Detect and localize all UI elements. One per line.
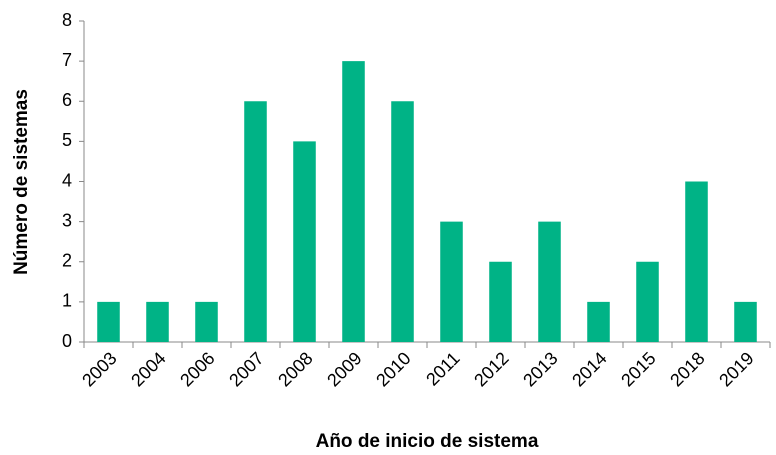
bar <box>97 301 120 342</box>
y-tick-label: 6 <box>62 90 72 110</box>
bar <box>440 221 463 342</box>
x-tick-label: 2004 <box>127 348 169 390</box>
x-tick-label: 2018 <box>666 348 708 390</box>
bar <box>489 261 512 342</box>
bar <box>195 301 218 342</box>
x-tick-label: 2019 <box>715 348 757 390</box>
x-tick-label: 2009 <box>323 348 365 390</box>
bar <box>146 301 169 342</box>
y-axis-title: Número de sistemas <box>11 89 32 275</box>
y-tick-label: 8 <box>62 10 72 30</box>
x-tick-label: 2003 <box>78 348 120 390</box>
x-tick-label: 2014 <box>568 348 610 390</box>
y-tick-label: 1 <box>62 291 72 311</box>
y-tick-label: 2 <box>62 251 72 271</box>
y-tick-label: 3 <box>62 210 72 230</box>
x-axis-title: Año de inicio de sistema <box>316 431 539 452</box>
bar <box>342 61 365 342</box>
bar <box>391 101 414 342</box>
x-tick-label: 2011 <box>422 348 464 390</box>
x-tick-label: 2006 <box>176 348 218 390</box>
x-tick-label: 2010 <box>372 348 414 390</box>
x-tick-label: 2008 <box>274 348 316 390</box>
y-tick-label: 7 <box>62 50 72 70</box>
bar <box>685 181 708 342</box>
bar <box>244 101 267 342</box>
y-tick-label: 5 <box>62 130 72 150</box>
y-tick-label: 0 <box>62 331 72 351</box>
bar <box>636 261 659 342</box>
x-tick-label: 2012 <box>470 348 512 390</box>
bar <box>538 221 561 342</box>
bar <box>734 301 757 342</box>
x-tick-label: 2007 <box>225 348 267 390</box>
x-tick-label: 2015 <box>617 348 659 390</box>
bar <box>587 301 610 342</box>
y-tick-label: 4 <box>62 170 72 190</box>
x-tick-label: 2013 <box>519 348 561 390</box>
bar <box>293 141 316 342</box>
